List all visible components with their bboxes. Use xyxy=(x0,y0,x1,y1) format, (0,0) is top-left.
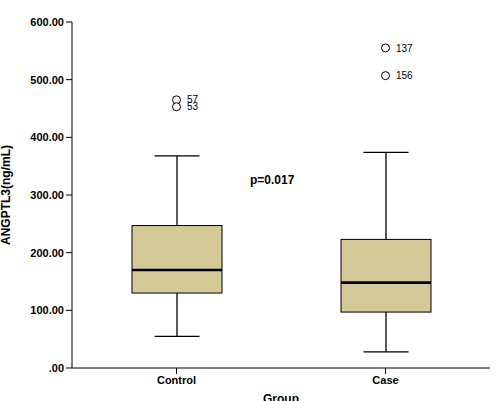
svg-text:137: 137 xyxy=(396,43,413,54)
html-text:p=0.017: p=0.017 xyxy=(250,173,295,187)
svg-text:100.00: 100.00 xyxy=(30,304,64,316)
svg-text:57: 57 xyxy=(187,94,199,106)
svg-text:.00: .00 xyxy=(49,362,64,374)
svg-text:Case: Case xyxy=(372,374,398,386)
svg-text:Control: Control xyxy=(157,374,196,386)
svg-text:53: 53 xyxy=(187,101,199,112)
svg-text:300.00: 300.00 xyxy=(30,189,64,201)
svg-text:600.00: 600.00 xyxy=(30,16,64,28)
svg-text:156: 156 xyxy=(396,70,413,81)
svg-text:500.00: 500.00 xyxy=(30,74,64,86)
svg-text:Group: Group xyxy=(263,392,299,401)
svg-text:400.00: 400.00 xyxy=(30,131,64,143)
svg-text:200.00: 200.00 xyxy=(30,247,64,259)
svg-text:ANGPTL3(ng/mL): ANGPTL3(ng/mL) xyxy=(8,145,13,245)
